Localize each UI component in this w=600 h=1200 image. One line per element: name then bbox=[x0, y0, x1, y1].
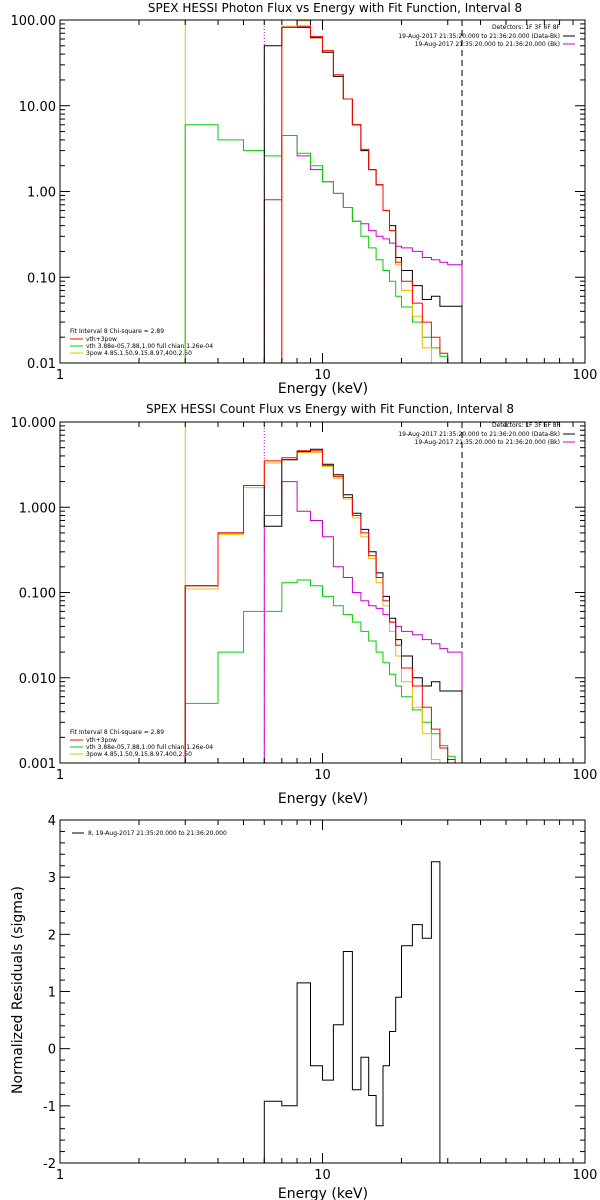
x-tick-label: 100 bbox=[573, 1168, 598, 1183]
fit-legend-thermal: vth 3.88e-05,7.88,1.00 full chian 1.26e-… bbox=[86, 343, 213, 350]
plot-area bbox=[263, 861, 441, 1163]
series-data bbox=[184, 448, 463, 763]
series-background bbox=[263, 135, 463, 363]
fit-legend-powerlaw: 3pow 4.85,1.50,9.15,8.97,400,2.50 bbox=[86, 350, 192, 357]
x-tick-label: 100 bbox=[573, 368, 598, 383]
fit-legend-total: vth+3pow bbox=[86, 336, 117, 343]
y-tick-label: 10.000 bbox=[11, 416, 57, 431]
info-line: 19-Aug-2017 21:35:20.000 to 21:36:20.000… bbox=[398, 431, 560, 438]
info-legend: Detectors: 1F 3F 6F 8F 19-Aug-2017 21:35… bbox=[398, 24, 575, 48]
y-tick-label: 0.01 bbox=[27, 357, 56, 372]
series-powerlaw bbox=[184, 451, 441, 763]
y-tick-label: 0 bbox=[48, 1043, 56, 1058]
x-tick-label: 1 bbox=[56, 768, 64, 783]
series-powerlaw bbox=[281, 20, 440, 363]
x-tick-label: 10 bbox=[314, 1168, 331, 1183]
series-thermal bbox=[184, 124, 456, 363]
fit-legend-title: Fit Interval 8 Chi-square = 2.89 bbox=[70, 729, 164, 736]
y-tick-label: -1 bbox=[43, 1100, 56, 1115]
fit-legend-total: vth+3pow bbox=[86, 737, 117, 744]
fit-legend-title: Fit Interval 8 Chi-square = 2.89 bbox=[70, 328, 164, 335]
x-tick-label: 1 bbox=[56, 368, 64, 383]
fit-legend: Fit Interval 8 Chi-square = 2.89 vth+3po… bbox=[70, 729, 213, 758]
photon-flux-panel: SPEX HESSI Photon Flux vs Energy with Fi… bbox=[11, 1, 598, 397]
series-total bbox=[281, 25, 456, 363]
x-tick-label: 1 bbox=[56, 1168, 64, 1183]
x-axis-label: Energy (keV) bbox=[278, 791, 368, 807]
y-tick-label: 10.00 bbox=[19, 100, 56, 115]
y-tick-label: 1.000 bbox=[19, 501, 56, 516]
info-line: 19-Aug-2017 21:35:20.000 to 21:36:20.000… bbox=[398, 33, 560, 40]
y-tick-label: 4 bbox=[48, 814, 56, 829]
y-tick-label: 1 bbox=[48, 986, 56, 1001]
fit-legend-powerlaw: 3pow 4.85,1.50,9.15,8.97,400,2.50 bbox=[86, 751, 192, 758]
y-tick-label: -2 bbox=[43, 1157, 56, 1172]
info-line: 19-Aug-2017 21:35:20.000 to 21:36:20.000… bbox=[415, 41, 560, 48]
chart-title: SPEX HESSI Photon Flux vs Energy with Fi… bbox=[148, 1, 522, 15]
x-tick-label: 10 bbox=[314, 768, 331, 783]
series-total bbox=[184, 450, 456, 763]
series-data bbox=[263, 861, 441, 1163]
info-line: 19-Aug-2017 21:35:20.000 to 21:36:20.000… bbox=[415, 439, 560, 446]
y-axis-label: Normalized Residuals (sigma) bbox=[10, 886, 26, 1094]
plot-area bbox=[184, 20, 463, 363]
y-tick-label: 0.100 bbox=[19, 587, 56, 602]
plot-frame bbox=[59, 819, 586, 1164]
chart-title: SPEX HESSI Count Flux vs Energy with Fit… bbox=[146, 402, 514, 416]
fit-legend-thermal: vth 3.88e-05,7.88,1.00 full chian 1.26e-… bbox=[86, 744, 213, 751]
y-tick-label: 0.010 bbox=[19, 672, 56, 687]
y-tick-label: 100.00 bbox=[11, 14, 57, 29]
x-axis-label: Energy (keV) bbox=[278, 381, 368, 397]
count-flux-panel: SPEX HESSI Count Flux vs Energy with Fit… bbox=[11, 402, 598, 807]
fit-legend: Fit Interval 8 Chi-square = 2.89 vth+3po… bbox=[70, 328, 213, 357]
plot-frame bbox=[59, 19, 586, 364]
y-tick-label: 2 bbox=[48, 928, 56, 943]
info-line: Detectors: 1F 3F 6F 8F bbox=[492, 24, 561, 31]
x-tick-label: 10 bbox=[314, 368, 331, 383]
x-axis-label: Energy (keV) bbox=[278, 1186, 368, 1200]
residuals-panel: Energy (keV) Normalized Residuals (sigma… bbox=[10, 814, 597, 1200]
series-background bbox=[263, 481, 463, 763]
y-tick-label: 1.00 bbox=[27, 186, 56, 201]
x-tick-label: 100 bbox=[573, 768, 598, 783]
series-data bbox=[263, 26, 463, 363]
info-legend: Detectors: 1F 3F 6F 8F 19-Aug-2017 21:35… bbox=[398, 422, 575, 446]
y-tick-label: 0.001 bbox=[19, 757, 56, 772]
y-tick-label: 3 bbox=[48, 871, 56, 886]
y-tick-label: 0.10 bbox=[27, 271, 56, 286]
plot-area bbox=[184, 422, 463, 763]
series-thermal bbox=[184, 579, 456, 763]
residual-legend: 8, 19-Aug-2017 21:35:20.000 to 21:36:20.… bbox=[88, 830, 227, 837]
